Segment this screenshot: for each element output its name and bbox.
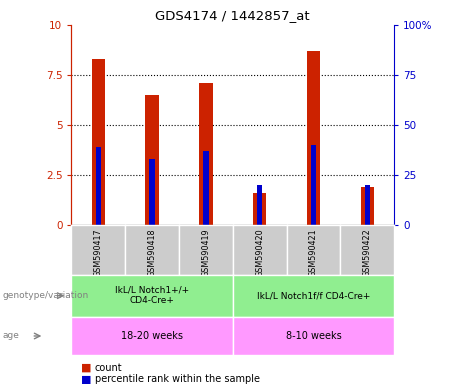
Bar (311, 145, 316, 225)
Bar (199, 83, 213, 225)
Bar (365, 185, 370, 225)
Text: IkL/L Notch1+/+
CD4-Cre+: IkL/L Notch1+/+ CD4-Cre+ (115, 286, 189, 305)
Bar (203, 151, 208, 225)
Text: age: age (2, 331, 19, 341)
Text: GSM590417: GSM590417 (94, 228, 103, 277)
Text: 18-20 weeks: 18-20 weeks (121, 331, 183, 341)
Text: IkL/L Notch1f/f CD4-Cre+: IkL/L Notch1f/f CD4-Cre+ (257, 291, 370, 300)
Text: 8-10 weeks: 8-10 weeks (286, 331, 341, 341)
Text: ■: ■ (81, 374, 91, 384)
Text: genotype/variation: genotype/variation (2, 291, 89, 300)
Text: GSM590421: GSM590421 (309, 228, 318, 277)
Title: GDS4174 / 1442857_at: GDS4174 / 1442857_at (155, 9, 310, 22)
Text: GSM590419: GSM590419 (201, 228, 210, 277)
Bar (307, 51, 320, 225)
Text: GSM590422: GSM590422 (363, 228, 372, 277)
Text: count: count (95, 363, 122, 373)
Bar (92, 59, 105, 225)
Text: ■: ■ (81, 363, 91, 373)
Text: GSM590418: GSM590418 (148, 228, 157, 276)
Bar (253, 193, 266, 225)
Bar (149, 159, 155, 225)
Bar (145, 95, 159, 225)
Bar (257, 185, 262, 225)
Text: GSM590420: GSM590420 (255, 228, 264, 277)
Bar (96, 147, 101, 225)
Bar (361, 187, 374, 225)
Text: percentile rank within the sample: percentile rank within the sample (95, 374, 260, 384)
